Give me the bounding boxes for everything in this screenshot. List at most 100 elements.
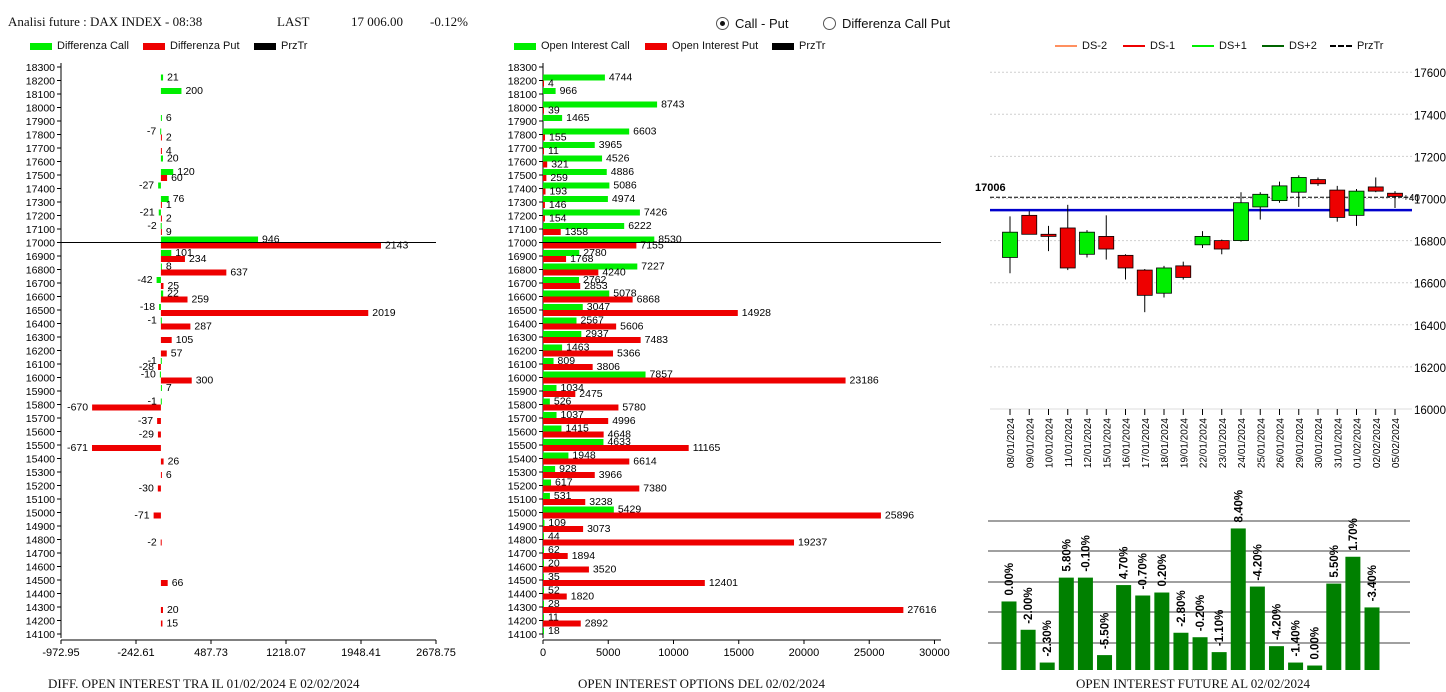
future-bar xyxy=(1097,655,1113,670)
bar-call xyxy=(543,479,552,486)
bar-call xyxy=(160,358,162,364)
bar-put xyxy=(160,134,162,141)
candle-body xyxy=(1079,231,1095,255)
y-tick-label: 14800 xyxy=(508,535,537,547)
candle-body xyxy=(1040,233,1057,237)
data-label: 35 xyxy=(548,571,560,583)
bar-put xyxy=(158,364,161,370)
y-tick-label: 18200 xyxy=(508,76,537,88)
y-tick-label: 18100 xyxy=(508,89,537,101)
future-bar xyxy=(1135,595,1151,670)
bar-put xyxy=(160,472,162,478)
candle-body xyxy=(1059,227,1076,269)
legend-ds-plus1: DS+1 xyxy=(1192,40,1247,52)
future-bar-label: -0.20% xyxy=(1195,595,1207,631)
y-tick-label: 15400 xyxy=(508,454,537,466)
bar-call xyxy=(158,209,161,216)
legend-line xyxy=(1262,45,1284,47)
data-label: 155 xyxy=(549,132,567,144)
y-tick-label: 18000 xyxy=(508,103,537,115)
x-tick-label: 30000 xyxy=(919,647,950,659)
candle-body xyxy=(1117,254,1134,269)
bar-call xyxy=(160,398,162,405)
data-label: 6 xyxy=(166,469,172,481)
y-tick-label: 15600 xyxy=(508,427,537,439)
legend-label: PrzTr xyxy=(281,40,308,52)
y-tick-label: 16200 xyxy=(508,346,537,358)
future-bar xyxy=(1001,601,1017,670)
candle-body xyxy=(1156,267,1172,294)
bar-put xyxy=(160,310,369,316)
y-tick-label: 15700 xyxy=(26,413,55,425)
candle-body xyxy=(1002,231,1018,258)
bar-call xyxy=(543,587,544,594)
data-label: 1465 xyxy=(566,112,590,124)
data-label: 25896 xyxy=(885,510,914,522)
data-label: 4974 xyxy=(612,193,636,205)
y-tick-label: 16000 xyxy=(26,373,55,385)
y-tick-label: 15200 xyxy=(26,481,55,493)
bar-put xyxy=(160,323,191,330)
future-bar-label: -2.30% xyxy=(1042,620,1054,656)
legend-oi-call: Open Interest Call xyxy=(514,40,630,52)
future-bar-label: 1.70% xyxy=(1348,518,1360,551)
bar-call xyxy=(543,236,655,243)
chart-title-diff: DIFF. OPEN INTEREST TRA IL 01/02/2024 E … xyxy=(48,676,360,691)
future-bar xyxy=(1307,665,1323,670)
bar-put xyxy=(543,107,544,114)
bar-call xyxy=(543,263,638,270)
bar-put xyxy=(160,377,192,384)
data-label: 18 xyxy=(548,625,560,637)
legend-label: Open Interest Call xyxy=(541,40,630,52)
y-tick-label: 17600 xyxy=(1414,68,1446,80)
bar-call xyxy=(543,520,545,526)
bar-call xyxy=(543,371,646,378)
bar-call xyxy=(543,425,562,432)
bar-call xyxy=(543,412,557,418)
y-tick-label: 16600 xyxy=(26,292,55,304)
bar-put xyxy=(543,607,904,613)
bar-call xyxy=(543,128,630,135)
data-label: 12401 xyxy=(709,577,738,589)
y-tick-label: 16400 xyxy=(1414,321,1446,333)
y-tick-label: 18000 xyxy=(26,103,55,115)
bar-put xyxy=(543,418,609,424)
bar-call xyxy=(160,115,162,121)
y-tick-label: 17400 xyxy=(508,184,537,196)
bar-put xyxy=(160,607,163,613)
y-tick-label: 16500 xyxy=(508,305,537,317)
bar-put xyxy=(160,283,164,289)
bar-put xyxy=(160,175,168,181)
bar-call xyxy=(159,371,161,378)
data-label: 637 xyxy=(230,267,248,279)
y-tick-label: 17200 xyxy=(508,211,537,223)
y-tick-label: 17600 xyxy=(26,157,55,169)
radio-difference-call-put[interactable]: Differenza Call Put xyxy=(823,16,950,31)
candle-body xyxy=(1213,240,1230,250)
legend-label: Open Interest Put xyxy=(672,40,759,52)
data-label: 1358 xyxy=(565,226,589,238)
bar-put xyxy=(160,229,162,235)
data-label: 5606 xyxy=(620,321,644,333)
bar-call xyxy=(543,250,580,256)
legend-ds-minus1: DS-1 xyxy=(1123,40,1175,52)
data-label: 2762 xyxy=(583,274,607,286)
data-label: 3238 xyxy=(589,496,613,508)
data-label: 20 xyxy=(548,558,560,570)
bar-put xyxy=(160,350,167,357)
data-label: 3520 xyxy=(593,564,617,576)
bar-put xyxy=(543,472,595,478)
future-bar xyxy=(1249,586,1265,670)
radio-call-put[interactable]: Call - Put xyxy=(716,16,788,31)
bar-put xyxy=(543,445,689,451)
legend-diff-call: Differenza Call xyxy=(30,40,129,52)
future-bar xyxy=(1230,528,1246,670)
data-label: 1768 xyxy=(570,253,594,265)
y-tick-label: 16200 xyxy=(1414,363,1446,375)
candle-body xyxy=(1271,185,1288,202)
x-tick-label: 29/01/2024 xyxy=(1295,418,1306,468)
bar-put xyxy=(160,242,381,249)
candle-body xyxy=(1233,202,1249,242)
candle-body xyxy=(1310,179,1326,185)
y-tick-label: 18300 xyxy=(26,62,55,74)
